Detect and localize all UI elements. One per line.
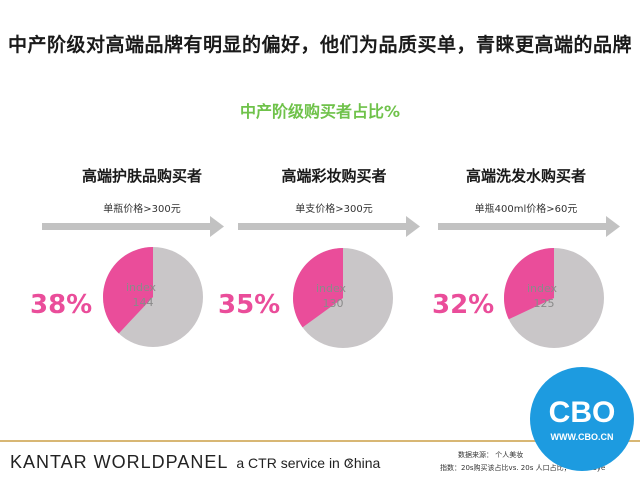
chart-subhead: 中产阶级购买者占比% — [239, 102, 401, 121]
brand-tagline: a CTR service in China — [236, 455, 381, 471]
pie-index-value: 144 — [133, 296, 154, 309]
pie-percent-label: 38% — [30, 290, 93, 320]
pie-index-value: 130 — [323, 297, 344, 310]
kantar-logo: KANTAR WORLDPANEL a CTR service in China — [10, 452, 380, 473]
arrow-head — [606, 216, 620, 237]
pie-percent-label: 32% — [432, 290, 495, 320]
arrow-head — [210, 216, 224, 237]
pie-subtitle: 单瓶价格>300元 — [103, 204, 181, 215]
cbo-watermark-logo: CBO WWW.CBO.CN — [530, 367, 634, 471]
pie-subtitle: 单瓶400ml价格>60元 — [474, 204, 578, 215]
pie-title: 高端洗发水购买者 — [465, 167, 586, 185]
arrow-shaft — [42, 223, 210, 230]
arrow-head — [406, 216, 420, 237]
pie-title: 高端彩妆购买者 — [281, 167, 387, 185]
pie-slice-middle-class — [103, 247, 153, 334]
pie-index-label: index — [126, 281, 157, 294]
pie-index-label: index — [527, 282, 558, 295]
pie-index-label: index — [316, 282, 347, 295]
logo-url: WWW.CBO.CN — [551, 432, 614, 442]
close-icon[interactable]: x — [347, 456, 354, 469]
pie-index-value: 125 — [534, 297, 555, 310]
logo-circle — [530, 367, 634, 471]
footer-divider — [0, 440, 640, 442]
pie-panel-shampoo: 高端洗发水购买者 单瓶400ml价格>60元 — [426, 165, 626, 365]
pie-subtitle: 单支价格>300元 — [295, 204, 373, 215]
pie-charts: index 144 index 130 index 125 — [42, 216, 620, 348]
headline: 中产阶级对高端品牌有明显的偏好，他们为品质买单，青睐更高端的品牌 — [7, 34, 632, 56]
index-note: 指数：20s购买该占比vs. 20s 人口占比； 20s Buye — [440, 464, 606, 472]
pie-panel-makeup: 高端彩妆购买者 单支价格>300元 — [234, 165, 434, 365]
logo-text: CBO — [549, 396, 616, 429]
arrow-shaft — [438, 223, 606, 230]
pie-panel-skincare: 高端护肤品购买者 单瓶价格>300元 — [42, 165, 242, 365]
brand-name: KANTAR WORLDPANEL — [10, 452, 229, 472]
pie-slice-middle-class — [504, 248, 554, 320]
pie-title: 高端护肤品购买者 — [81, 167, 202, 185]
source-note: 数据来源： 个人美妆 — [458, 451, 524, 459]
arrow-shaft — [238, 223, 406, 230]
pie-percent-label: 35% — [218, 290, 281, 320]
pie-slice-middle-class — [293, 248, 343, 328]
